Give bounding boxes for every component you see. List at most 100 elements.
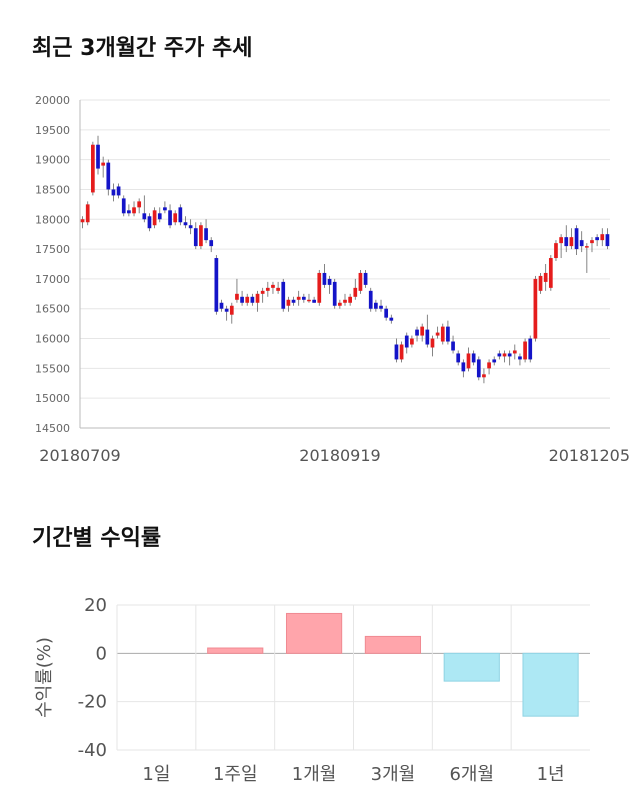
y-tick-label: 19000 [35, 154, 70, 167]
candle-body [384, 308, 389, 318]
candle-body [312, 299, 316, 303]
category-label: 3개월 [371, 764, 416, 785]
candle-body [497, 353, 502, 357]
x-tick-label: 20180709 [39, 446, 120, 465]
candle-body [199, 225, 203, 247]
candle-body [374, 302, 378, 309]
candle-body [229, 305, 234, 315]
candle-body [157, 213, 162, 220]
candle-body [548, 258, 553, 288]
candle-body [554, 243, 558, 259]
candle-body [188, 225, 193, 229]
candle-body [332, 281, 337, 306]
candle-body [132, 207, 136, 214]
candle-body [512, 350, 517, 354]
y-tick-label: 20000 [35, 94, 70, 107]
candle-body [600, 234, 605, 241]
candle-body [348, 296, 352, 303]
candle-body [240, 296, 244, 303]
candle-body [502, 353, 507, 357]
candle-body [466, 353, 471, 369]
y-tick-label: 17000 [35, 273, 70, 286]
candle-body [91, 144, 95, 193]
candle-body [507, 353, 512, 357]
candle-body [425, 329, 430, 345]
period-return-title: 기간별 수익률 [32, 526, 162, 551]
candle-body [127, 210, 131, 214]
candle-body [584, 246, 589, 248]
candle-body [605, 234, 610, 247]
y-tick-label: -40 [78, 740, 107, 761]
y-tick-label: 17500 [35, 243, 70, 256]
candle-body [173, 213, 178, 223]
y-tick-label: -20 [78, 692, 107, 713]
candle-body [147, 216, 152, 229]
candle-body [80, 219, 85, 223]
candle-body [440, 326, 445, 342]
candle-body [368, 290, 373, 309]
candle-body [209, 240, 214, 247]
y-tick-label: 0 [96, 643, 107, 664]
candle-body [96, 144, 100, 169]
return-bar [364, 635, 422, 654]
candle-body [178, 207, 183, 223]
candle-body [487, 362, 491, 369]
category-label: 1개월 [292, 764, 337, 785]
candle-body [492, 359, 497, 363]
candle-body [538, 275, 543, 291]
candle-body [543, 272, 548, 282]
candle-body [559, 237, 563, 244]
category-label: 6개월 [449, 764, 494, 785]
candle-body [456, 353, 461, 363]
candle-body [404, 335, 409, 348]
candle-body [301, 296, 306, 300]
candle-body [163, 207, 167, 211]
return-bar [522, 652, 579, 717]
candle-body [353, 287, 358, 297]
candle-body [482, 374, 486, 378]
candle-body [235, 293, 239, 300]
candle-body [389, 317, 394, 321]
candle-body [286, 299, 291, 306]
candle-body [142, 213, 147, 220]
candle-body [245, 296, 250, 303]
candle-body [85, 204, 90, 223]
candle-body [399, 344, 404, 360]
return-bar [285, 612, 343, 654]
return-bar [443, 652, 500, 682]
candle-body [476, 359, 481, 378]
candle-body [291, 299, 296, 303]
candle-body [564, 237, 569, 247]
candle-body [168, 210, 172, 226]
candle-body [461, 362, 466, 372]
candle-body [101, 162, 106, 166]
candle-body [528, 338, 533, 360]
y-axis-label: 수익률(%) [34, 637, 55, 718]
x-tick-label: 20181205 [549, 446, 630, 465]
category-label: 1년 [537, 764, 565, 785]
candle-body [224, 308, 229, 312]
candle-body [435, 332, 440, 336]
candle-body [204, 228, 208, 241]
price-trend-title: 최근 3개월간 주가 추세 [32, 36, 253, 61]
candle-body [579, 240, 584, 247]
candle-body [569, 237, 574, 247]
candle-body [523, 341, 527, 360]
candle-body [307, 299, 311, 302]
candle-body [430, 338, 435, 348]
candle-body [343, 299, 347, 303]
candle-body [116, 186, 121, 196]
candle-body [276, 287, 280, 291]
candle-body [317, 272, 322, 303]
candle-body [533, 278, 538, 339]
x-tick-label: 20180919 [299, 446, 380, 465]
return-bar [207, 647, 264, 654]
candle-body [590, 240, 594, 244]
candle-body [106, 162, 111, 190]
candle-body [379, 305, 383, 309]
candle-body [193, 228, 198, 247]
y-tick-label: 14500 [35, 422, 70, 435]
candle-body [518, 356, 522, 360]
candle-body [265, 287, 270, 291]
candle-body [327, 278, 332, 285]
